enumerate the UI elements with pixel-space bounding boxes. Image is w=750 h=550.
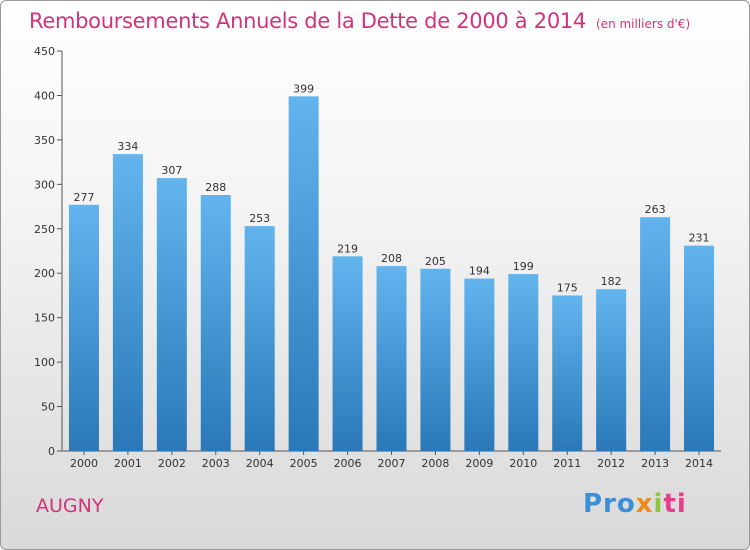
y-axis: 0 50 100 150 200 250 300 350 400 450 xyxy=(34,45,63,458)
bar xyxy=(68,204,99,451)
bar xyxy=(112,154,143,451)
bar-series xyxy=(68,96,715,451)
data-label: 277 xyxy=(73,191,94,204)
data-label: 175 xyxy=(557,281,578,294)
logo-part-4: ti xyxy=(663,489,687,519)
x-tick-label: 2010 xyxy=(509,457,537,470)
data-label: 307 xyxy=(161,164,182,177)
logo-part-1: Pro xyxy=(583,489,636,519)
bar xyxy=(464,278,495,451)
data-label: 199 xyxy=(513,260,534,273)
x-tick-label: 2003 xyxy=(202,457,230,470)
bar xyxy=(420,268,451,451)
bar xyxy=(376,266,407,451)
y-tick-label: 200 xyxy=(34,267,55,280)
x-tick-label: 2000 xyxy=(70,457,98,470)
logo-part-3: i xyxy=(653,489,664,519)
data-label: 253 xyxy=(249,212,270,225)
bar xyxy=(288,96,319,451)
y-tick-label: 250 xyxy=(34,223,55,236)
x-tick-label: 2011 xyxy=(553,457,581,470)
data-label: 208 xyxy=(381,252,402,265)
chart-title: Remboursements Annuels de la Dette de 20… xyxy=(29,9,690,33)
y-tick-label: 450 xyxy=(34,45,55,58)
x-tick-label: 2009 xyxy=(465,457,493,470)
y-tick-label: 50 xyxy=(41,401,55,414)
bar xyxy=(596,289,627,451)
data-label: 219 xyxy=(337,242,358,255)
x-tick-label: 2002 xyxy=(158,457,186,470)
y-tick-label: 0 xyxy=(48,445,55,458)
bar xyxy=(156,178,187,451)
y-tick-label: 400 xyxy=(34,89,55,102)
x-tick-label: 2013 xyxy=(641,457,669,470)
chart-title-text: Remboursements Annuels de la Dette de 20… xyxy=(29,9,586,33)
data-label: 205 xyxy=(425,255,446,268)
y-tick-label: 150 xyxy=(34,312,55,325)
data-label: 194 xyxy=(469,265,490,278)
bar xyxy=(640,217,671,451)
commune-name: AUGNY xyxy=(36,495,104,517)
bar xyxy=(244,226,275,451)
data-labels: 277 334 307 288 253 399 219 208 205 194 199 175 182 2… xyxy=(73,82,709,294)
data-label: 399 xyxy=(293,82,314,95)
data-label: 231 xyxy=(689,232,710,245)
y-tick-label: 300 xyxy=(34,178,55,191)
x-tick-label: 2001 xyxy=(114,457,142,470)
x-tick-label: 2014 xyxy=(685,457,713,470)
x-tick-label: 2007 xyxy=(378,457,406,470)
bar xyxy=(200,195,231,451)
x-tick-label: 2006 xyxy=(334,457,362,470)
bar xyxy=(684,245,715,451)
bar xyxy=(508,274,539,451)
bar xyxy=(552,295,583,451)
data-label: 182 xyxy=(601,275,622,288)
y-tick-label: 100 xyxy=(34,356,55,369)
proxiti-logo[interactable]: Proxiti xyxy=(583,489,687,519)
x-tick-label: 2005 xyxy=(290,457,318,470)
data-label: 334 xyxy=(117,140,138,153)
x-tick-label: 2008 xyxy=(421,457,449,470)
bar xyxy=(332,256,363,451)
data-label: 263 xyxy=(645,203,666,216)
logo-part-2: x xyxy=(635,489,654,519)
x-tick-label: 2012 xyxy=(597,457,625,470)
x-tick-label: 2004 xyxy=(246,457,274,470)
chart-subtitle: (en milliers d'€) xyxy=(596,17,691,31)
data-label: 288 xyxy=(205,181,226,194)
y-tick-label: 350 xyxy=(34,134,55,147)
x-axis: 2000 2001 2002 2003 2004 2005 2006 2007 2008 2009… xyxy=(62,450,721,470)
